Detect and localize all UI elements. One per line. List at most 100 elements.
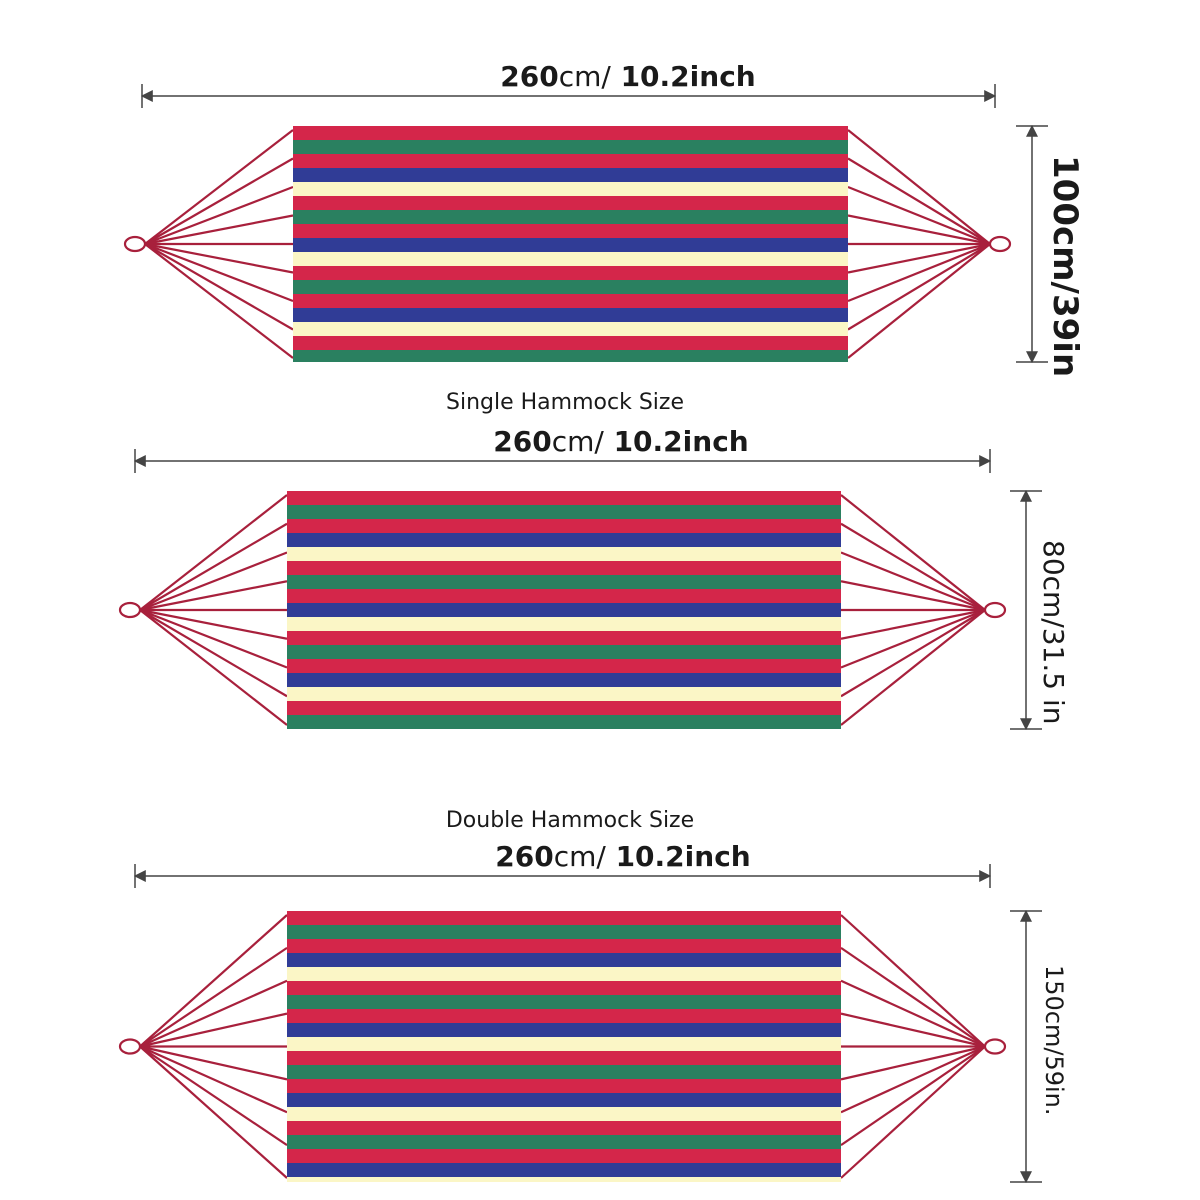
rope xyxy=(840,1045,986,1147)
fabric-stripe xyxy=(287,631,841,645)
fabric-stripe xyxy=(287,1121,841,1135)
fabric-stripe xyxy=(287,1009,841,1023)
rope xyxy=(840,1012,986,1048)
fabric-stripe xyxy=(287,1107,841,1121)
rope xyxy=(840,1045,986,1114)
fabric-stripe xyxy=(287,981,841,995)
fabric-stripe xyxy=(293,126,848,140)
fabric-stripe xyxy=(287,701,841,715)
rope xyxy=(840,580,986,612)
rope xyxy=(840,1045,986,1179)
rope xyxy=(139,1045,288,1147)
hanging-ring xyxy=(988,235,1012,253)
hammock-double xyxy=(118,449,1042,731)
rope xyxy=(840,551,986,612)
length-label: 260cm/ 10.2inch xyxy=(495,840,751,873)
fabric-stripe xyxy=(293,280,848,294)
fabric-stripe xyxy=(287,1037,841,1051)
length-label: 260cm/ 10.2inch xyxy=(493,425,749,458)
rope xyxy=(840,494,986,611)
fabric-stripe xyxy=(287,925,841,939)
fabric-stripe xyxy=(293,182,848,196)
rope-group xyxy=(139,494,986,726)
hanging-ring xyxy=(123,235,147,253)
fabric-stripe xyxy=(287,659,841,673)
rope-group xyxy=(144,129,991,359)
rope xyxy=(139,609,288,698)
fabric-stripe xyxy=(287,1093,841,1107)
rope xyxy=(847,185,991,246)
fabric-stripe xyxy=(293,210,848,224)
fabric-stripe xyxy=(293,252,848,266)
fabric-stripe xyxy=(287,561,841,575)
hammock-fabric xyxy=(293,126,848,362)
rope xyxy=(840,946,986,1048)
rope xyxy=(144,243,294,331)
fabric-stripe xyxy=(287,1163,841,1177)
hanging-ring xyxy=(983,1038,1007,1055)
fabric-stripe xyxy=(287,1135,841,1149)
rope xyxy=(144,214,294,246)
fabric-stripe xyxy=(287,617,841,631)
hammock-large xyxy=(118,864,1042,1184)
fabric-stripe xyxy=(287,547,841,561)
fabric-stripe xyxy=(293,238,848,252)
rope xyxy=(144,242,294,303)
rope xyxy=(847,243,991,359)
rope xyxy=(847,242,991,303)
rope xyxy=(139,608,288,640)
rope xyxy=(144,243,294,359)
fabric-stripe xyxy=(287,1149,841,1163)
fabric-stripe xyxy=(287,953,841,967)
rope xyxy=(139,914,288,1048)
fabric-stripe xyxy=(287,1023,841,1037)
rope xyxy=(840,1045,986,1081)
rope xyxy=(139,1045,288,1081)
rope xyxy=(139,551,288,612)
rope xyxy=(139,608,288,669)
fabric-stripe xyxy=(293,294,848,308)
fabric-stripe xyxy=(293,308,848,322)
fabric-stripe xyxy=(293,266,848,280)
fabric-stripe xyxy=(287,911,841,925)
length-label: 260cm/ 10.2inch xyxy=(500,60,756,93)
rope xyxy=(840,608,986,669)
rope-group xyxy=(139,914,986,1179)
rope xyxy=(840,522,986,611)
fabric-stripe xyxy=(293,322,848,336)
rope xyxy=(139,1012,288,1048)
rope xyxy=(144,129,294,245)
fabric-stripe xyxy=(287,603,841,617)
hammock-single xyxy=(123,84,1048,364)
rope xyxy=(139,494,288,611)
rope xyxy=(840,979,986,1048)
fabric-stripe xyxy=(287,1051,841,1065)
rope xyxy=(840,914,986,1048)
hanging-ring xyxy=(983,601,1007,619)
fabric-stripe xyxy=(287,967,841,981)
rope xyxy=(840,609,986,698)
fabric-stripe xyxy=(287,645,841,659)
hanging-ring xyxy=(118,601,142,619)
rope xyxy=(144,242,294,274)
hanging-ring xyxy=(118,1038,142,1055)
fabric-stripe xyxy=(293,350,848,362)
hammock-fabric xyxy=(287,911,841,1182)
fabric-stripe xyxy=(287,995,841,1009)
rope xyxy=(847,242,991,274)
rope xyxy=(847,214,991,246)
fabric-stripe xyxy=(293,140,848,154)
rope xyxy=(144,185,294,246)
rope xyxy=(847,243,991,331)
rope xyxy=(840,608,986,640)
rope xyxy=(139,609,288,726)
rope xyxy=(139,1045,288,1179)
fabric-stripe xyxy=(287,715,841,729)
fabric-stripe xyxy=(287,575,841,589)
fabric-stripe xyxy=(287,1065,841,1079)
fabric-stripe xyxy=(287,687,841,701)
size-caption-single: Single Hammock Size xyxy=(446,390,684,415)
fabric-stripe xyxy=(293,196,848,210)
